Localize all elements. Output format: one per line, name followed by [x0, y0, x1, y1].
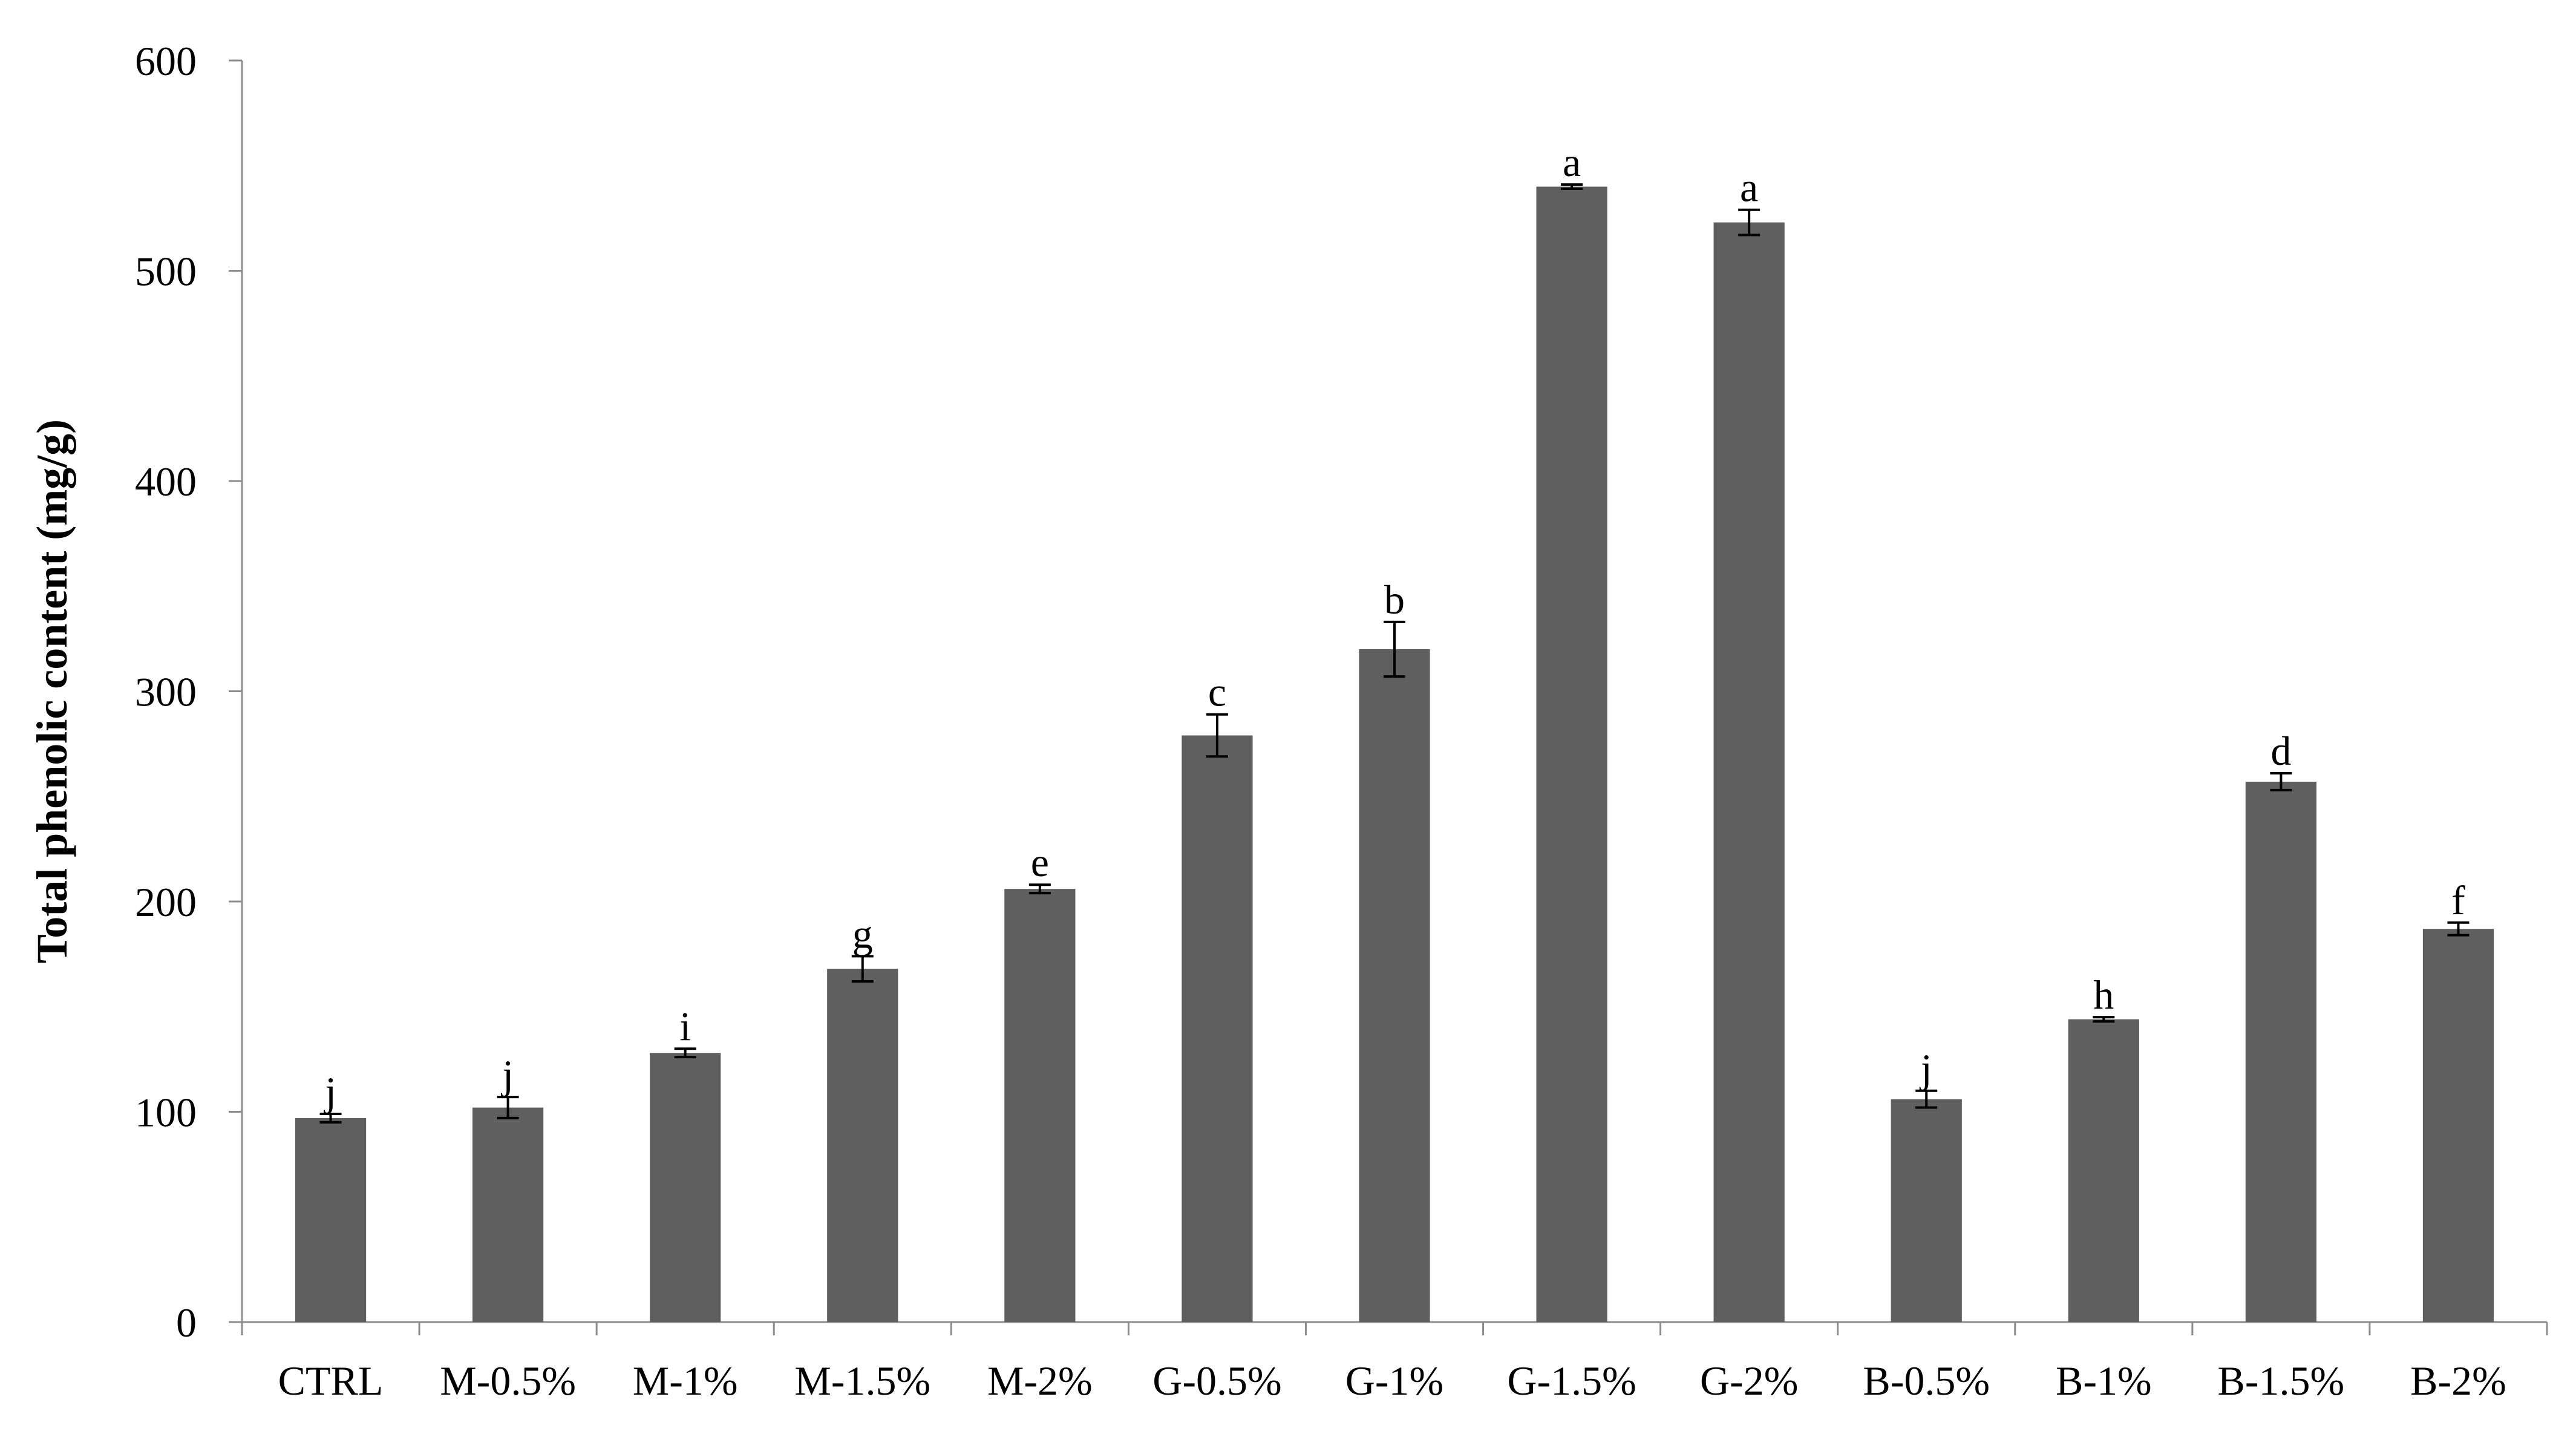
bars	[295, 186, 2494, 1323]
error-bar-7	[1561, 183, 1583, 190]
category-label-8: G-2%	[1700, 1358, 1798, 1404]
category-label-9: B-0.5%	[1863, 1358, 1990, 1404]
y-tick-label-3: 300	[135, 669, 197, 715]
significance-label-4: e	[1031, 839, 1049, 885]
bar-12	[2422, 929, 2494, 1322]
bar-1	[472, 1107, 544, 1322]
bar-6	[1359, 649, 1430, 1322]
error-bar-3	[851, 955, 874, 983]
y-ticks: 0 100 200 300 400 500 600	[135, 38, 242, 1346]
significance-label-1: j	[501, 1052, 514, 1098]
error-bar-5	[1206, 713, 1228, 758]
y-tick-label-6: 600	[135, 38, 197, 84]
y-tick-label-1: 100	[135, 1090, 197, 1136]
bar-8	[1713, 222, 1785, 1323]
category-label-11: B-1.5%	[2218, 1358, 2345, 1404]
category-label-5: G-0.5%	[1152, 1358, 1281, 1404]
significance-label-3: g	[852, 911, 873, 957]
category-label-0: CTRL	[278, 1358, 384, 1404]
category-label-3: M-1.5%	[794, 1358, 930, 1404]
significance-label-0: j	[324, 1069, 336, 1115]
error-bar-8	[1738, 208, 1760, 237]
significance-label-6: b	[1384, 577, 1405, 623]
category-label-7: G-1.5%	[1507, 1358, 1636, 1404]
y-axis-title: Total phenolic content (mg/g)	[28, 419, 76, 963]
category-labels: CTRL M-0.5% M-1% M-1.5% M-2% G-0.5% G-1% G-1.5%…	[278, 1358, 2506, 1404]
error-bar-4	[1028, 883, 1051, 895]
significance-label-2: i	[679, 1003, 691, 1049]
significance-label-5: c	[1208, 669, 1226, 715]
bar-2	[650, 1053, 721, 1322]
significance-label-12: f	[2451, 877, 2465, 923]
category-label-6: G-1%	[1345, 1358, 1443, 1404]
bar-0	[295, 1118, 367, 1322]
error-bar-11	[2270, 772, 2292, 791]
error-bar-6	[1384, 620, 1405, 678]
bar-9	[1891, 1099, 1962, 1322]
y-tick-label-4: 400	[135, 459, 197, 505]
error-bar-0	[319, 1112, 342, 1124]
category-label-1: M-0.5%	[440, 1358, 576, 1404]
x-ticks	[241, 1322, 2548, 1335]
bar-7	[1536, 186, 1607, 1322]
y-tick-label-0: 0	[176, 1300, 197, 1346]
y-tick-label-2: 200	[135, 879, 197, 925]
significance-label-8: a	[1740, 165, 1758, 211]
error-bar-9	[1915, 1089, 1938, 1109]
significance-labels: j j i g e c b a a j h d f	[324, 139, 2465, 1115]
error-bar-10	[2093, 1016, 2115, 1023]
error-bar-2	[674, 1047, 696, 1059]
significance-label-7: a	[1563, 139, 1581, 185]
category-label-2: M-1%	[633, 1358, 738, 1404]
category-label-12: B-2%	[2410, 1358, 2506, 1404]
bar-11	[2245, 781, 2316, 1322]
error-bar-1	[497, 1096, 519, 1119]
bar-3	[827, 969, 898, 1322]
error-bars	[319, 183, 2470, 1124]
bar-4	[1004, 889, 1076, 1322]
category-label-4: M-2%	[987, 1358, 1093, 1404]
significance-label-11: d	[2270, 728, 2291, 774]
bar-5	[1182, 735, 1253, 1322]
significance-label-10: h	[2093, 972, 2114, 1018]
y-tick-label-5: 500	[135, 249, 197, 295]
category-label-10: B-1%	[2056, 1358, 2152, 1404]
significance-label-9: j	[1920, 1046, 1932, 1092]
bar-10	[2068, 1019, 2139, 1322]
error-bar-12	[2447, 921, 2470, 937]
